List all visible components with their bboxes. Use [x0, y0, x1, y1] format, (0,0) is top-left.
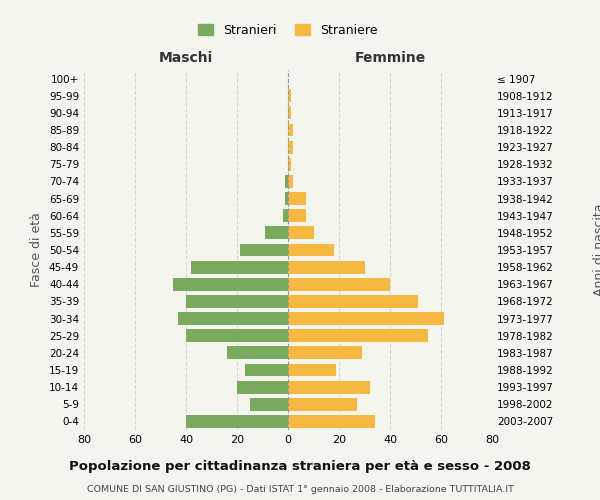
Bar [288, 364, 337, 376]
Bar [288, 140, 293, 153]
Bar [237, 380, 288, 394]
Bar [288, 210, 306, 222]
Bar [186, 330, 288, 342]
Bar [227, 346, 288, 360]
Bar [288, 295, 418, 308]
Bar [186, 295, 288, 308]
Bar [288, 106, 290, 120]
Y-axis label: Fasce di età: Fasce di età [31, 212, 43, 288]
Bar [286, 175, 288, 188]
Bar [288, 330, 428, 342]
Bar [288, 192, 306, 205]
Bar [288, 398, 357, 410]
Text: Femmine: Femmine [355, 51, 425, 65]
Bar [286, 192, 288, 205]
Y-axis label: Anni di nascita: Anni di nascita [593, 204, 600, 296]
Bar [288, 346, 362, 360]
Bar [245, 364, 288, 376]
Bar [288, 90, 290, 102]
Bar [288, 260, 365, 274]
Bar [288, 244, 334, 256]
Bar [288, 380, 370, 394]
Legend: Stranieri, Straniere: Stranieri, Straniere [193, 18, 383, 42]
Text: COMUNE DI SAN GIUSTINO (PG) - Dati ISTAT 1° gennaio 2008 - Elaborazione TUTTITAL: COMUNE DI SAN GIUSTINO (PG) - Dati ISTAT… [86, 485, 514, 494]
Bar [283, 210, 288, 222]
Bar [186, 415, 288, 428]
Bar [288, 226, 314, 239]
Bar [288, 312, 443, 325]
Bar [265, 226, 288, 239]
Bar [288, 278, 390, 290]
Bar [191, 260, 288, 274]
Bar [250, 398, 288, 410]
Bar [288, 124, 293, 136]
Bar [288, 415, 375, 428]
Bar [178, 312, 288, 325]
Bar [288, 158, 290, 170]
Text: Maschi: Maschi [159, 51, 213, 65]
Bar [173, 278, 288, 290]
Bar [288, 175, 293, 188]
Text: Popolazione per cittadinanza straniera per età e sesso - 2008: Popolazione per cittadinanza straniera p… [69, 460, 531, 473]
Bar [239, 244, 288, 256]
